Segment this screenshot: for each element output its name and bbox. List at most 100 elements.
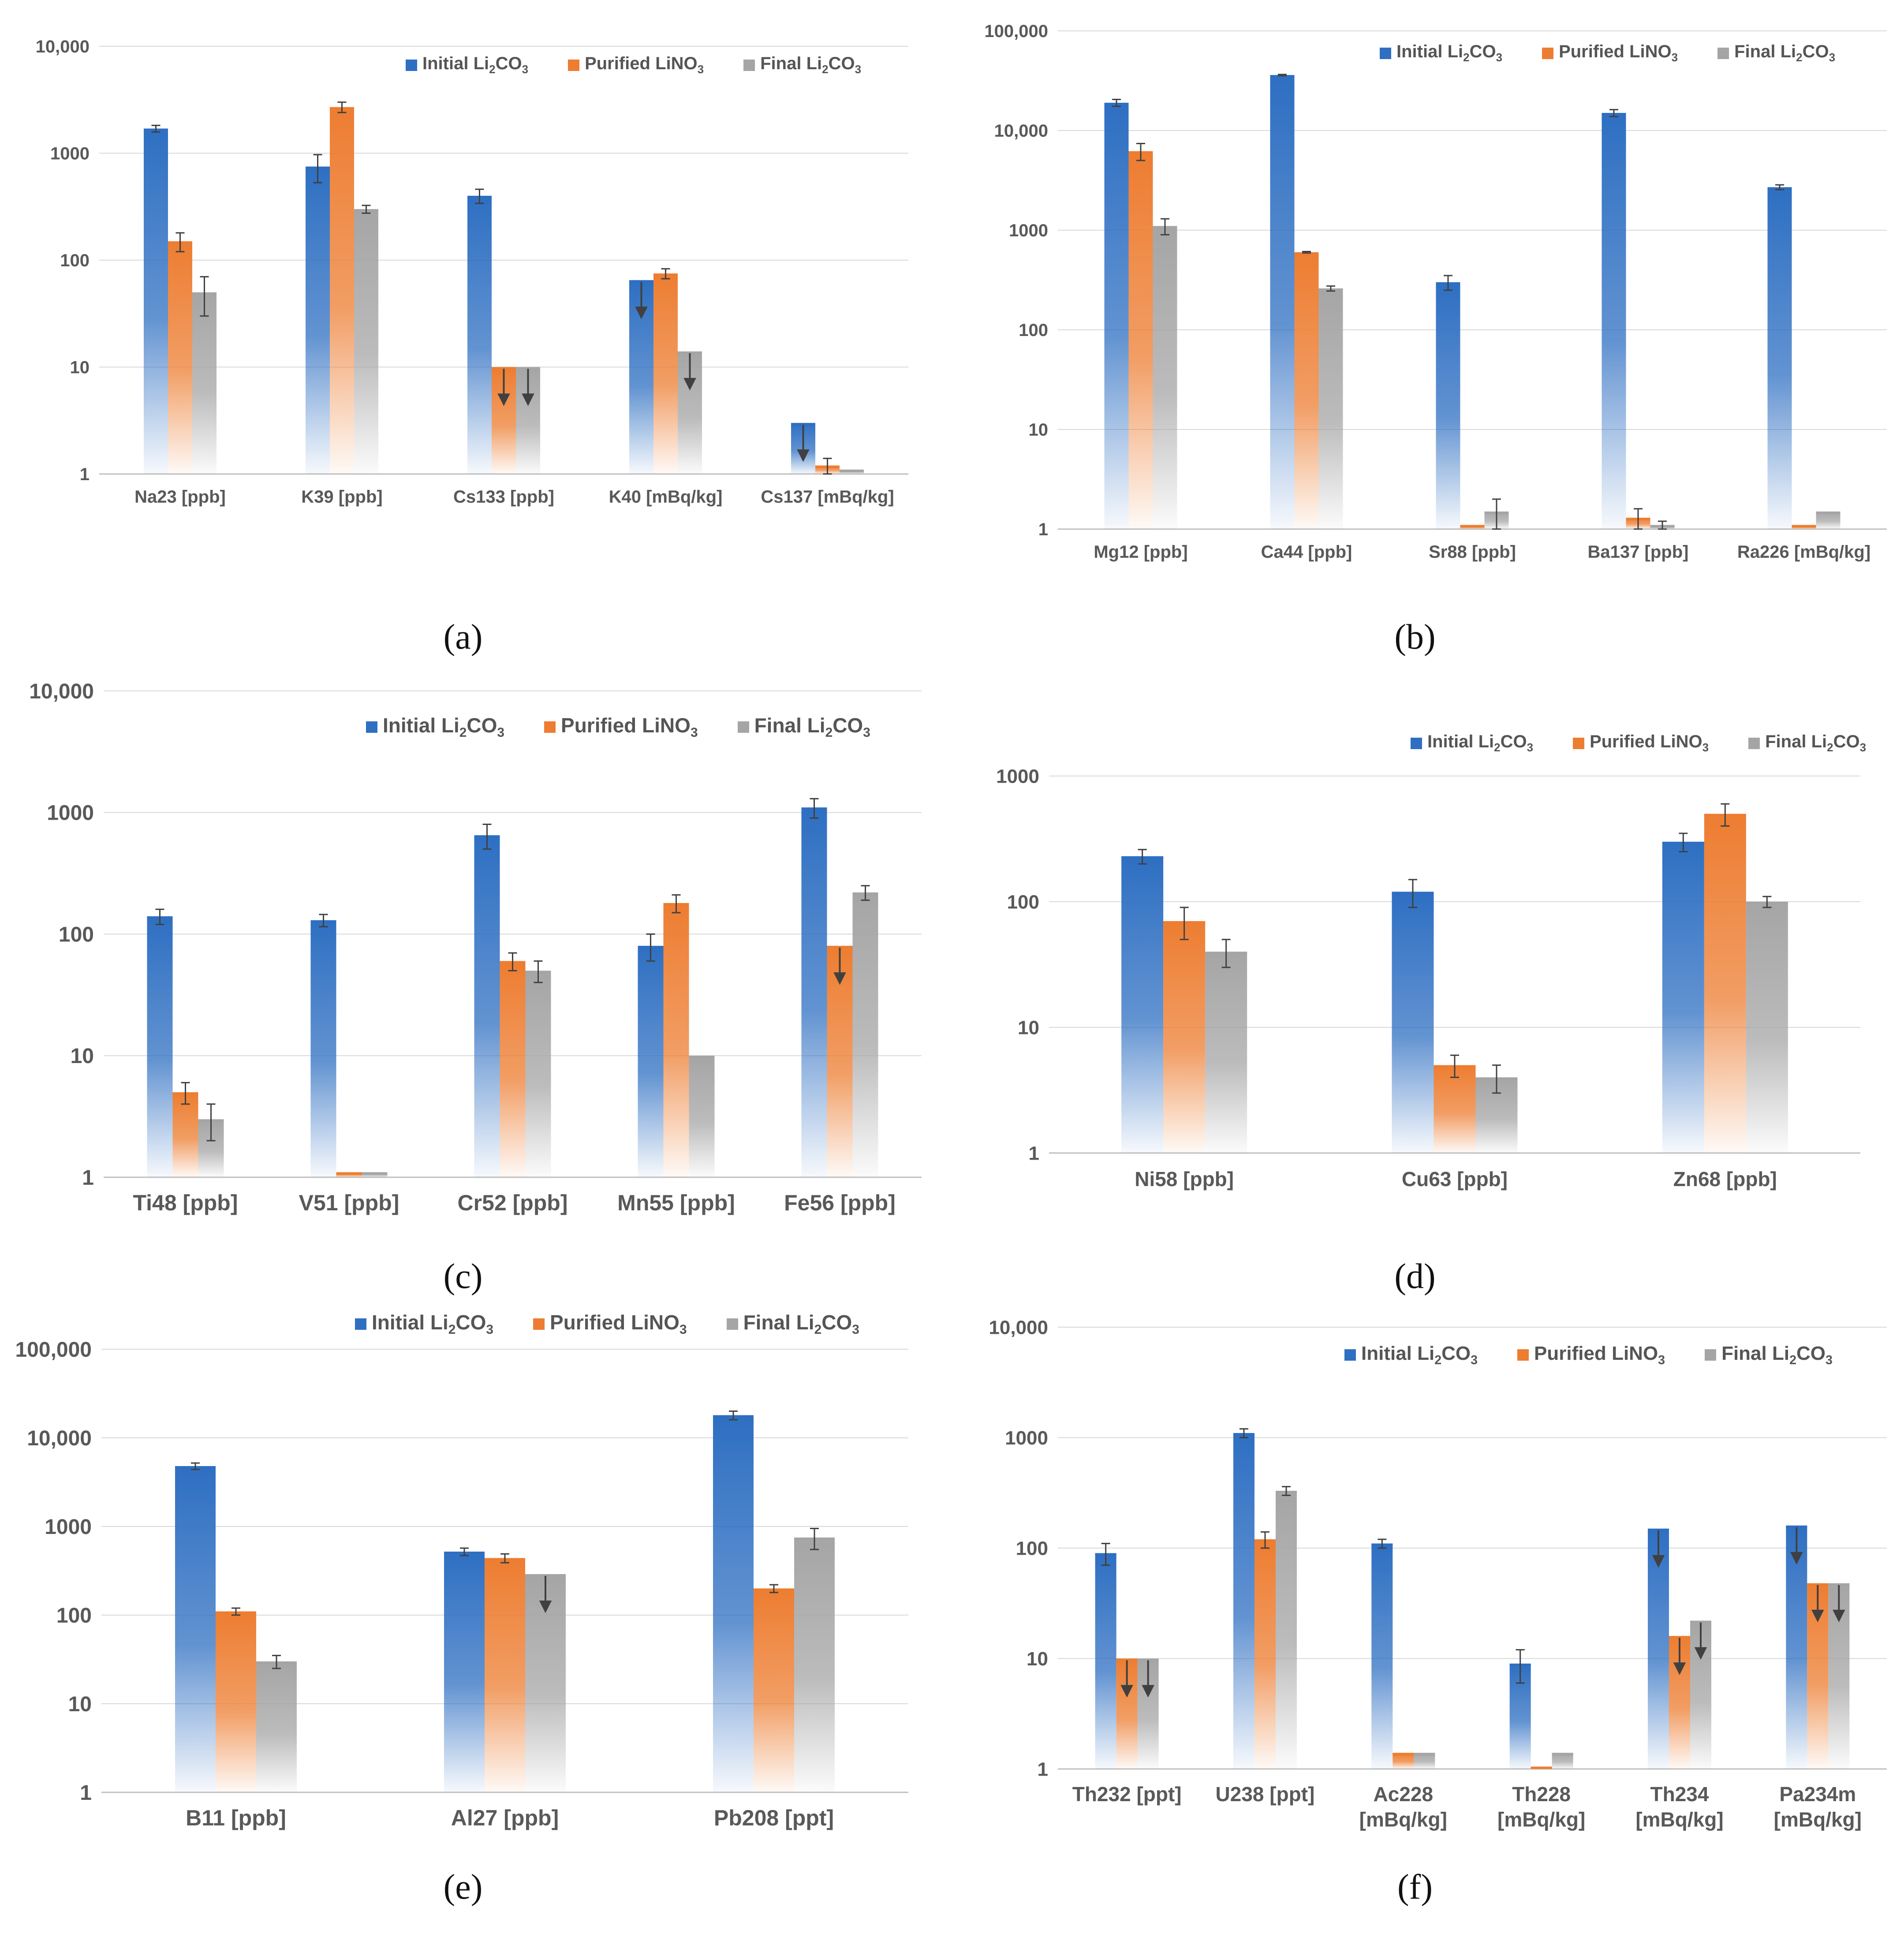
x-category-label: Cs137 [mBq/kg] (761, 487, 894, 507)
bar-top-initial-4 (1648, 1528, 1669, 1531)
bar-final-3 (1552, 1753, 1573, 1769)
y-tick-label: 1000 (47, 802, 94, 825)
y-tick-label: 100,000 (15, 1338, 92, 1362)
x-category-label: Mg12 [ppb] (1094, 542, 1187, 562)
y-tick-label: 100 (1019, 321, 1048, 340)
bar-top-final-2 (1414, 1753, 1435, 1756)
x-category-label: Ca44 [ppb] (1261, 542, 1352, 562)
bar-initial-3 (638, 946, 664, 1177)
error-bar-final-0 (1221, 939, 1231, 968)
error-bar-initial-2 (475, 188, 484, 204)
bar-initial-4 (801, 807, 827, 1177)
chart-panel-c: 1 10 100 1000 10,000 Ti48 [ppb] V51 [ppb] Cr52 … (0, 661, 926, 1296)
chart-panel-f: 1 10 100 1000 10,000 Th232 [ppt] U238 [ppt] Ac2… (952, 1301, 1904, 1933)
y-tick-label: 1000 (1005, 1427, 1048, 1449)
error-bar-initial-3 (646, 933, 655, 962)
y-tick-label: 1 (1038, 1758, 1048, 1780)
x-category-label: B11 [ppb] (186, 1806, 286, 1830)
bar-top-purified-2 (1460, 525, 1485, 528)
x-category-label: Th234 (1650, 1783, 1709, 1806)
error-bar-final-0 (1161, 218, 1169, 235)
x-category-label: Na23 [ppb] (134, 487, 226, 507)
error-bar-initial-2 (1444, 275, 1452, 291)
y-tick-label: 1000 (50, 144, 90, 164)
bar-top-final-1 (362, 1172, 388, 1175)
error-bar-purified-4 (823, 458, 832, 475)
y-tick-label: 1 (1038, 520, 1048, 539)
bar-initial-2 (1662, 842, 1704, 1153)
y-tick-label: 10 (1027, 1648, 1048, 1670)
error-bar-purified-1 (1450, 1054, 1459, 1078)
error-bar-purified-3 (672, 894, 681, 914)
error-bar-purified-0 (181, 1082, 190, 1105)
bar-initial-1 (1270, 75, 1295, 529)
bar-initial-0 (1095, 1553, 1116, 1769)
error-bar-initial-1 (460, 1547, 469, 1556)
x-category-label: [mBq/kg] (1497, 1808, 1585, 1831)
x-category-label: Mn55 [ppb] (617, 1190, 735, 1215)
bar-final-2 (1746, 902, 1788, 1153)
bar-initial-2 (474, 835, 500, 1177)
bar-purified-0 (1163, 921, 1206, 1153)
upper-limit-arrow-initial-3 (635, 282, 648, 319)
error-bar-initial-2 (729, 1410, 738, 1421)
legend-item-initial: Initial Li2CO3 (355, 1310, 493, 1337)
y-tick-label: 10,000 (989, 1317, 1048, 1338)
upper-limit-arrow-purified-4 (1673, 1638, 1686, 1675)
y-tick-label: 100 (56, 1604, 92, 1627)
bar-initial-0 (175, 1466, 216, 1792)
bar-initial-4 (1767, 187, 1792, 529)
error-bar-purified-0 (231, 1607, 240, 1616)
bar-top-purified-1 (336, 1172, 362, 1175)
error-bar-final-1 (362, 205, 371, 214)
bar-purified-1 (485, 1558, 525, 1792)
bar-final-1 (1276, 1491, 1297, 1769)
y-tick-label: 10,000 (36, 37, 90, 56)
chart-panel-b: 1 10 100 1000 10,000 100,000 Mg12 [ppb] Ca44 [p… (952, 0, 1904, 657)
chart-e-legend: Initial Li2CO3 Purified LiNO3 Final Li2C… (355, 1310, 859, 1337)
y-tick-label: 1 (82, 1166, 94, 1190)
x-category-label: Pb208 [ppt] (714, 1806, 834, 1830)
bar-initial-1 (1392, 892, 1434, 1153)
chart-panel-a: 1 10 100 1000 10,000 Na23 [ppb] K39 [ppb] Cs133… (0, 0, 926, 657)
legend-item-initial: Initial Li2CO3 (1411, 732, 1533, 754)
panel-label-d: (d) (1394, 1257, 1436, 1296)
bar-final-0 (1205, 952, 1247, 1153)
error-bar-final-1 (1326, 285, 1335, 292)
error-bar-initial-0 (1101, 1543, 1110, 1566)
error-bar-final-4 (861, 885, 870, 901)
bar-top-final-1 (525, 1574, 566, 1577)
bar-top-purified-2 (492, 367, 516, 370)
bar-initial-1 (310, 920, 336, 1177)
x-category-label: [mBq/kg] (1774, 1808, 1862, 1831)
bar-top-initial-1 (1270, 75, 1295, 78)
y-tick-label: 100,000 (984, 22, 1048, 41)
bar-top-purified-4 (1792, 525, 1816, 528)
bar-purified-2 (754, 1588, 794, 1792)
bar-top-final-4 (1690, 1620, 1711, 1623)
bar-purified-0 (216, 1611, 256, 1792)
error-bar-purified-3 (661, 268, 670, 280)
x-category-label: [mBq/kg] (1359, 1808, 1447, 1831)
legend-item-final: Final Li2CO3 (726, 1310, 859, 1337)
upper-limit-arrow-final-1 (539, 1576, 552, 1613)
y-tick-label: 1 (80, 1781, 92, 1805)
y-tick-label: 10 (68, 1693, 92, 1716)
error-bar-purified-3 (1634, 508, 1643, 530)
error-bar-initial-1 (319, 914, 328, 928)
y-tick-label: 100 (1007, 891, 1039, 913)
y-tick-label: 10 (70, 358, 90, 377)
bar-final-3 (689, 1056, 715, 1177)
error-bar-initial-1 (1239, 1428, 1248, 1438)
x-category-label: K39 [ppb] (301, 487, 382, 507)
bar-initial-0 (1104, 103, 1129, 529)
legend-item-final: Final Li2CO3 (1717, 42, 1835, 64)
y-tick-label: 10,000 (29, 680, 94, 703)
bar-purified-2 (1704, 814, 1746, 1153)
bar-purified-3 (663, 903, 689, 1177)
legend-item-final: Final Li2CO3 (1748, 732, 1866, 754)
x-category-label: Zn68 [ppb] (1673, 1168, 1777, 1190)
chart-b-legend: Initial Li2CO3 Purified LiNO3 Final Li2C… (1380, 42, 1835, 64)
legend-item-initial: Initial Li2CO3 (406, 54, 528, 76)
error-bar-final-0 (272, 1655, 281, 1669)
